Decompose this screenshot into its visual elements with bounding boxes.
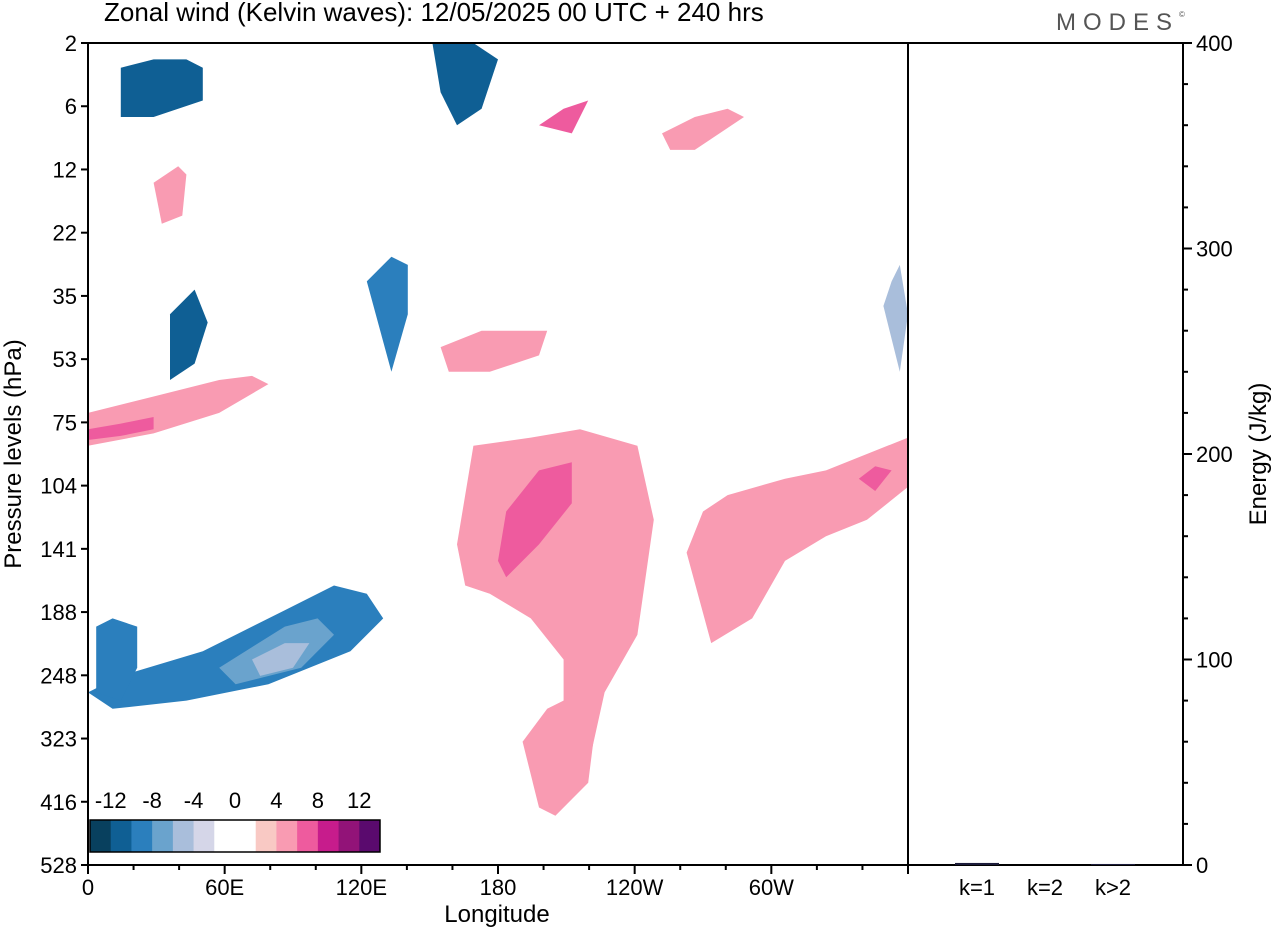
contour-region-9 xyxy=(170,289,208,380)
x-tick-label: 60W xyxy=(749,875,794,900)
x-axis-title: Longitude xyxy=(444,901,549,928)
y-tick-label: 104 xyxy=(40,474,77,499)
modes-logo-text: MODES xyxy=(1056,9,1180,36)
colorbar-tick-label: 4 xyxy=(270,788,282,813)
energy-y-tick-label: 100 xyxy=(1196,648,1233,673)
y-tick-label: 2 xyxy=(65,31,77,56)
y-tick-label: 75 xyxy=(53,410,77,435)
contour-region-2 xyxy=(252,643,310,676)
colorbar-swatch xyxy=(193,820,215,852)
contour-region-5 xyxy=(88,417,154,440)
colorbar-swatch xyxy=(297,820,319,852)
y-tick-label: 35 xyxy=(53,284,77,309)
energy-panel: 0 100 200 300 400 Energy (J/kg) k=1 k=2 k>2 xyxy=(907,31,1272,900)
energy-category-label: k=2 xyxy=(1027,875,1063,900)
energy-bar xyxy=(1091,863,1135,865)
x-tick-label: 120E xyxy=(336,875,387,900)
y-tick-label: 528 xyxy=(40,853,77,878)
energy-category-label: k=1 xyxy=(959,875,995,900)
colorbar-swatch xyxy=(172,820,195,852)
contour-region-19 xyxy=(366,256,408,372)
x-tick-label: 180 xyxy=(480,875,517,900)
y-tick-label: 22 xyxy=(53,221,77,246)
contour-region-13 xyxy=(686,437,908,644)
y-tick-label: 141 xyxy=(40,537,77,562)
y-tick-label: 323 xyxy=(40,727,77,752)
contour-region-16 xyxy=(539,100,589,134)
colorbar-tick-label: -4 xyxy=(184,788,204,813)
contour-region-0 xyxy=(88,585,384,709)
y-axis-title: Pressure levels (hPa) xyxy=(0,339,27,568)
energy-y-axis-title: Energy (J/kg) xyxy=(1245,383,1272,526)
colorbar: -12 -8 -4 0 4 8 12 xyxy=(89,788,381,853)
colorbar-tick-label: -8 xyxy=(142,788,162,813)
colorbar-swatch xyxy=(110,820,132,852)
colorbar-swatch xyxy=(338,820,360,852)
colorbar-tick-label: 8 xyxy=(312,788,324,813)
colorbar-swatch xyxy=(235,820,257,852)
contour-region-8 xyxy=(153,166,187,224)
contour-layer xyxy=(88,43,908,816)
energy-plot-frame xyxy=(907,42,1184,866)
colorbar-swatch xyxy=(255,820,277,852)
colorbar-swatch xyxy=(90,820,112,852)
contour-region-7 xyxy=(120,59,203,117)
contour-region-3 xyxy=(96,618,138,701)
contour-region-11 xyxy=(498,462,572,578)
energy-y-tick-label: 300 xyxy=(1196,237,1233,262)
axes-layer: 2 6 12 22 35 53 75 104 141 188 248 323 416 528 Pressur… xyxy=(0,31,909,928)
contour-region-17 xyxy=(440,330,548,372)
y-tick-label: 416 xyxy=(40,790,77,815)
energy-y-tick-label: 0 xyxy=(1196,853,1208,878)
chart-title: Zonal wind (Kelvin waves): 12/05/2025 00… xyxy=(104,0,764,27)
contour-region-18 xyxy=(883,264,908,372)
colorbar-swatch xyxy=(317,820,340,852)
colorbar-swatch xyxy=(152,820,174,852)
x-tick-label: 0 xyxy=(82,875,94,900)
energy-bar xyxy=(955,862,999,865)
energy-category-label: k>2 xyxy=(1095,875,1131,900)
y-tick-label: 6 xyxy=(65,94,77,119)
colorbar-tick-label: 0 xyxy=(229,788,241,813)
modes-logo: MODES© xyxy=(1056,9,1185,36)
colorbar-swatch xyxy=(359,820,381,852)
contour-region-12 xyxy=(522,692,597,816)
energy-y-tick-label: 400 xyxy=(1196,31,1233,56)
x-tick-label: 120W xyxy=(606,875,664,900)
y-tick-label: 53 xyxy=(53,347,77,372)
colorbar-tick-label: 12 xyxy=(347,788,371,813)
colorbar-tick-label: -12 xyxy=(95,788,127,813)
y-tick-label: 248 xyxy=(40,663,77,688)
colorbar-swatch xyxy=(276,820,298,852)
contour-region-6 xyxy=(432,43,498,126)
contour-region-14 xyxy=(858,466,892,491)
energy-y-tick-label: 200 xyxy=(1196,442,1233,467)
colorbar-frame xyxy=(89,819,381,853)
y-tick-label: 12 xyxy=(53,157,77,182)
colorbar-swatch xyxy=(131,820,153,852)
x-tick-label: 60E xyxy=(205,875,244,900)
contour-region-15 xyxy=(662,108,744,150)
colorbar-swatch xyxy=(214,820,236,852)
y-tick-label: 188 xyxy=(40,600,77,625)
